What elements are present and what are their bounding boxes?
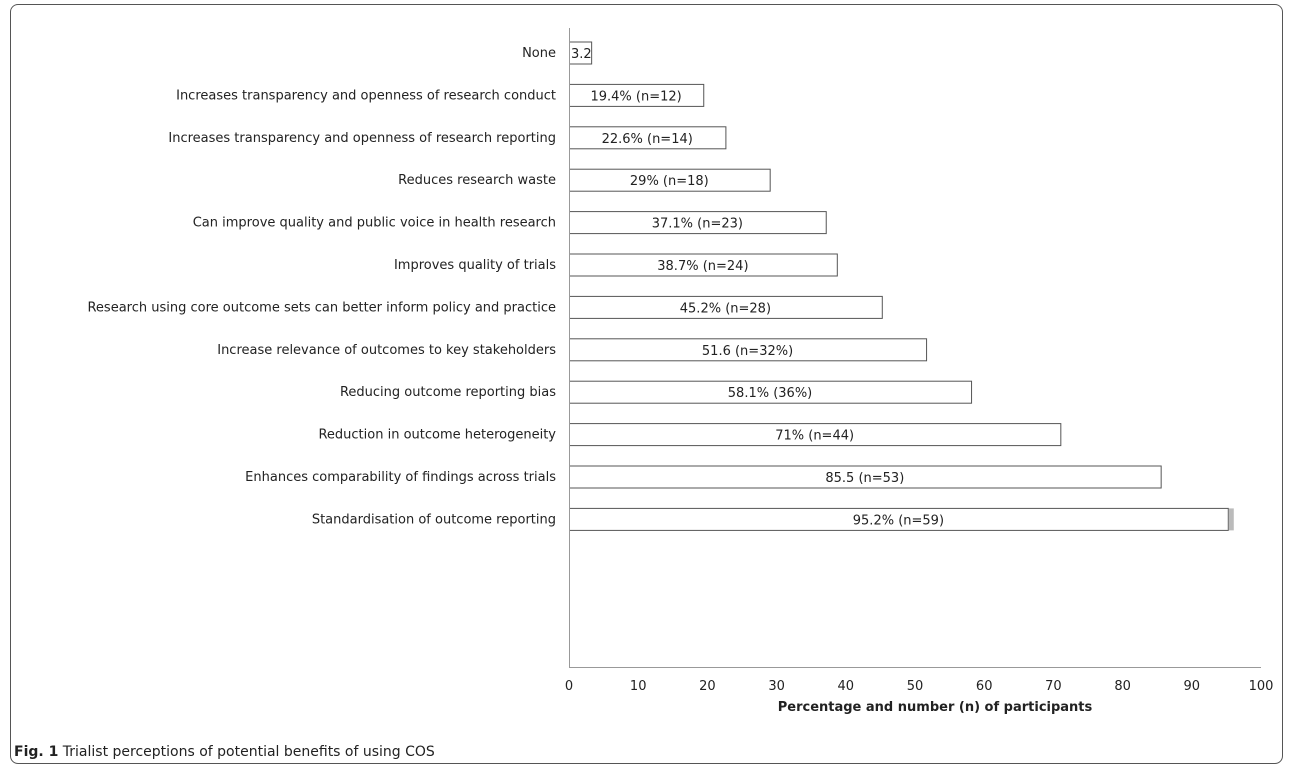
bar-data-label: 95.2% (n=59) xyxy=(853,513,944,528)
x-tick-label: 50 xyxy=(907,679,924,694)
category-label: Increase relevance of outcomes to key st… xyxy=(217,343,556,358)
x-tick-label: 100 xyxy=(1249,679,1274,694)
category-label: Enhances comparability of findings acros… xyxy=(245,470,556,485)
bar-data-label: 38.7% (n=24) xyxy=(657,259,748,274)
bar-data-label: 51.6 (n=32%) xyxy=(702,344,793,359)
bar-data-label: 71% (n=44) xyxy=(775,429,854,444)
bar-data-labels: 3.2 19.4% (n=12) 22.6% (n=14) 29% (n=18) 37.… xyxy=(571,47,944,528)
x-axis-title: Percentage and number (n) of participant… xyxy=(778,700,1093,715)
x-tick-label: 40 xyxy=(838,679,855,694)
x-tick-label: 80 xyxy=(1114,679,1131,694)
bar-data-label: 3.2 xyxy=(571,47,592,62)
figure-caption-text: Trialist perceptions of potential benefi… xyxy=(62,744,435,760)
bar-data-label: 29% (n=18) xyxy=(630,174,709,189)
category-label: Reduction in outcome heterogeneity xyxy=(318,428,556,443)
category-label: None xyxy=(522,46,556,61)
axes xyxy=(569,28,1261,668)
bar-data-label: 85.5 (n=53) xyxy=(825,471,904,486)
bar-data-label: 19.4% (n=12) xyxy=(590,89,681,104)
x-tick-label: 0 xyxy=(565,679,573,694)
x-tick-label: 90 xyxy=(1184,679,1201,694)
bar-data-label: 22.6% (n=14) xyxy=(602,132,693,147)
x-tick-label: 70 xyxy=(1045,679,1062,694)
bar-data-label: 37.1% (n=23) xyxy=(652,217,743,232)
category-label: Reducing outcome reporting bias xyxy=(340,385,556,400)
x-tick-label: 20 xyxy=(699,679,716,694)
bar-end-marker xyxy=(1228,508,1234,531)
bar-data-label: 58.1% (36%) xyxy=(728,386,812,401)
category-label: Research using core outcome sets can bet… xyxy=(87,300,556,315)
category-label: Can improve quality and public voice in … xyxy=(193,216,556,231)
category-labels: None Increases transparency and openness … xyxy=(87,46,556,527)
bars xyxy=(569,41,1234,531)
figure-caption: Fig. 1 Trialist perceptions of potential… xyxy=(14,744,435,760)
x-tick-labels: 0 10 20 30 40 50 60 70 80 90 100 xyxy=(565,679,1274,694)
bar-data-label: 45.2% (n=28) xyxy=(680,301,771,316)
figure-caption-label: Fig. 1 xyxy=(14,744,59,760)
category-label: Reduces research waste xyxy=(398,173,556,188)
x-tick-label: 30 xyxy=(768,679,785,694)
x-tick-label: 10 xyxy=(630,679,647,694)
category-label: Increases transparency and openness of r… xyxy=(176,88,556,103)
category-label: Increases transparency and openness of r… xyxy=(168,131,556,146)
category-label: Standardisation of outcome reporting xyxy=(312,512,556,527)
x-tick-label: 60 xyxy=(976,679,993,694)
category-label: Improves quality of trials xyxy=(394,258,556,273)
